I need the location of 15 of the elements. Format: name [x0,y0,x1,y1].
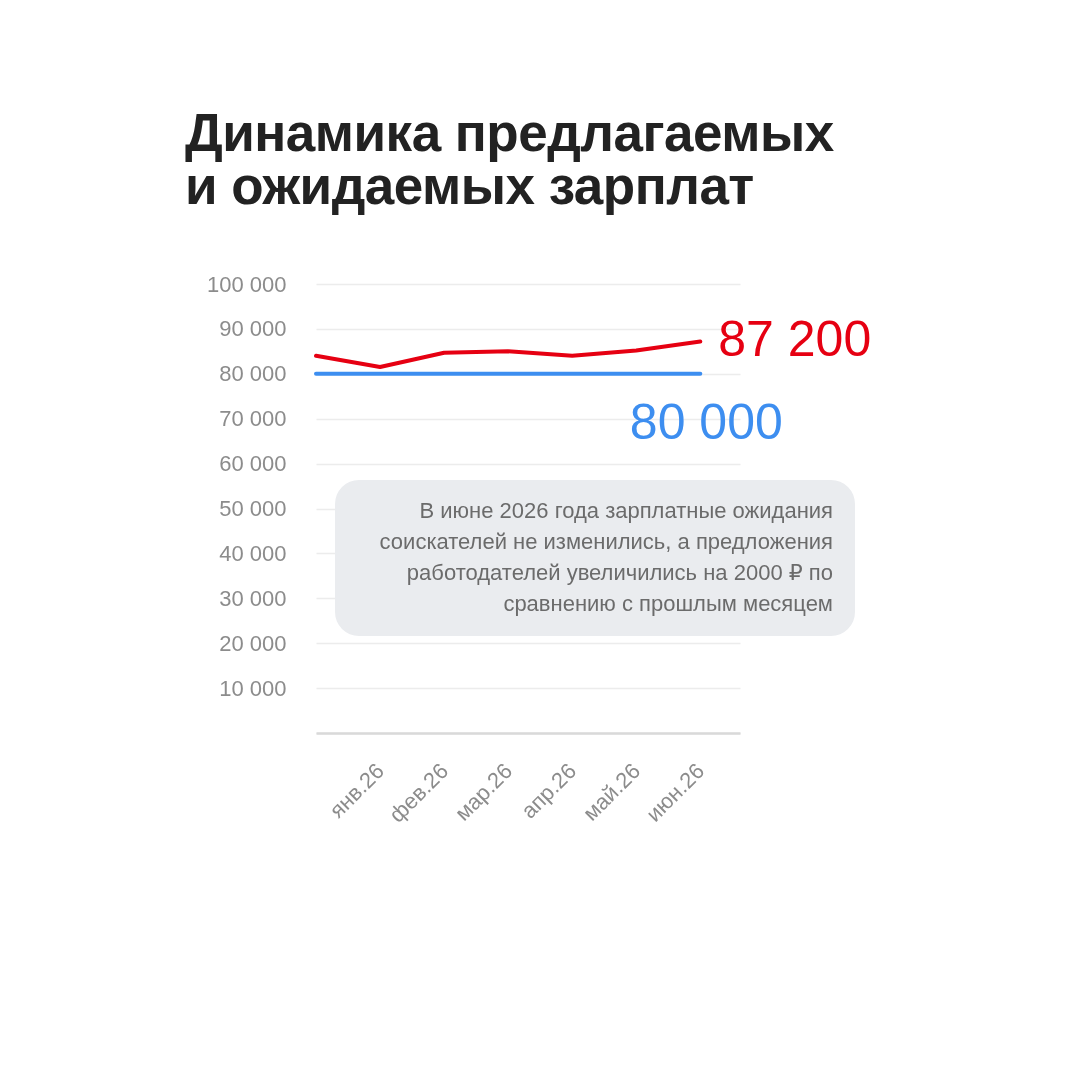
y-tick-label: 40 000 [219,540,287,566]
y-tick-label: 100 000 [206,271,287,297]
line-series [314,339,703,370]
y-tick-label: 30 000 [219,585,287,611]
y-tick-label: 80 000 [219,361,287,387]
y-tick-label: 60 000 [219,451,287,477]
chart-title: Динамика предлагаемых и ожидаемых зарплат [185,103,835,215]
y-tick-label: 50 000 [219,496,287,521]
y-tick-label: 70 000 [219,406,287,432]
y-tick-label: 20 000 [219,630,287,656]
data-label: 87 200 [718,311,872,368]
annotation: В июне 2026 года зарплатные ожидания соискателей не изменились, а предложения работодателей увеличились на 2000 ₽ по сравнению с прошлым месяцем [335,480,855,636]
y-tick-label: 90 000 [219,316,287,342]
data-label: 80 000 [629,393,783,450]
y-tick-label: 10 000 [219,675,287,701]
